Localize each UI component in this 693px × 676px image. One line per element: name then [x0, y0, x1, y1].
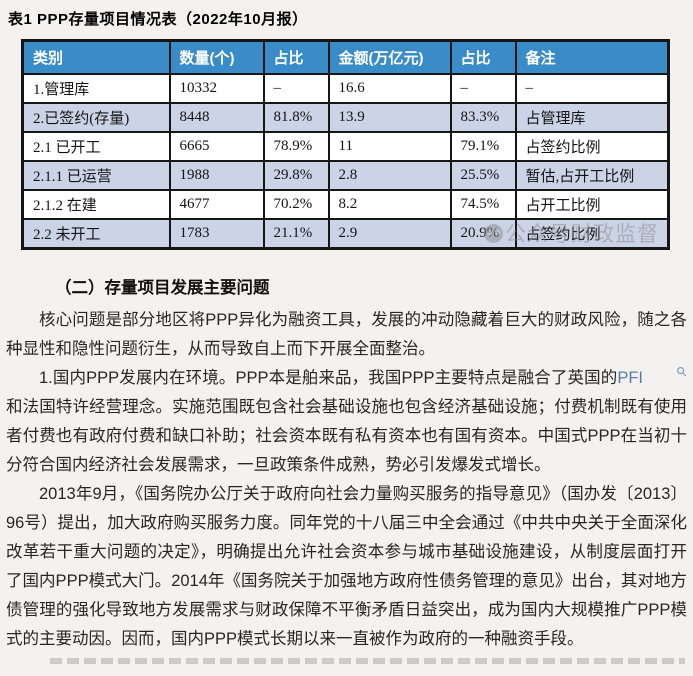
table-cell: 11: [327, 131, 452, 162]
table-cell: 8.2: [327, 189, 452, 220]
paragraph-text-after-link: 和法国特许经营理念。实施范围既包含社会基础设施也包含经济基础设施；付费机制既有使…: [6, 398, 687, 474]
table-cell: 占管理库: [514, 102, 670, 133]
table-cell: 21.1%: [262, 218, 330, 250]
table-cell: 13.9: [327, 102, 452, 133]
table-cell: –: [262, 73, 330, 104]
table-cell: 2.1.1 已运营: [21, 160, 171, 191]
table-cell: 70.2%: [262, 189, 330, 220]
table-cell: 74.5%: [449, 189, 517, 220]
table-cell: 4677: [168, 189, 265, 220]
table-cell: 1783: [168, 218, 265, 250]
table-cell: 20.9%: [449, 218, 517, 250]
column-header: 占比: [262, 39, 330, 75]
table-cell: 16.6: [327, 73, 452, 104]
column-header: 数量(个): [168, 39, 265, 75]
search-icon[interactable]: [643, 366, 687, 377]
ppp-status-table: 类别 数量(个) 占比 金额(万亿元) 占比 备注 1.管理库 10332–16.6– –2.…: [21, 39, 670, 250]
article-body: 核心问题是部分地区将PPP异化为融资工具，发展的冲动隐藏着巨大的财政风险，随之各…: [6, 306, 687, 664]
table-row: 1.管理库 10332–16.6– –: [21, 73, 670, 104]
pfi-link[interactable]: PFI: [617, 369, 643, 387]
table-cell: 占开工比例: [514, 189, 670, 220]
table-cell: 占签约比例: [514, 131, 670, 162]
table-cell: 1988: [168, 160, 265, 191]
table-cell: 2.8: [327, 160, 452, 191]
table-cell: –: [514, 73, 670, 104]
table-cell: 2.1.2 在建: [21, 189, 171, 220]
table-header-row: 类别 数量(个) 占比 金额(万亿元) 占比 备注: [21, 39, 670, 75]
table-row: 2.1.1 已运营 1988 29.8% 2.8 25.5% 暂估,占开工比例: [21, 160, 670, 191]
section-heading: （二）存量项目发展主要问题: [55, 279, 270, 297]
paragraph-policy-history: 2013年9月，《国务院办公厅关于政府向社会力量购买服务的指导意见》（国办发〔2…: [6, 485, 687, 648]
table-cell: 25.5%: [449, 160, 517, 191]
column-header: 备注: [514, 39, 670, 75]
table-cell: 29.8%: [262, 160, 330, 191]
table-wrap: 类别 数量(个) 占比 金额(万亿元) 占比 备注 1.管理库 10332–16.6– –2.…: [21, 39, 670, 250]
column-header: 金额(万亿元): [327, 39, 452, 75]
table-cell: 79.1%: [449, 131, 517, 162]
table-cell: 6665: [168, 131, 265, 162]
table-cell: 占签约比例: [514, 218, 670, 250]
table-cell: 2.2 未开工: [21, 218, 171, 250]
paragraph-domestic-environment: 1.国内PPP发展内在环境。PPP本是舶来品，我国PPP主要特点是融合了英国的P…: [6, 364, 687, 480]
table-cell: 2.1 已开工: [21, 131, 171, 162]
table-row: 2.1.2 在建 4677 70.2% 8.2 74.5% 占开工比例: [21, 189, 670, 220]
cutoff-text-line: [50, 658, 685, 664]
table-row: 2.1 已开工 6665 78.9% 11 79.1% 占签约比例: [21, 131, 670, 162]
table-cell: 2.9: [327, 218, 452, 250]
table-title: 表1 PPP存量项目情况表（2022年10月报）: [8, 11, 308, 28]
table-cell: 81.8%: [262, 102, 330, 133]
paragraph-core-problem: 核心问题是部分地区将PPP异化为融资工具，发展的冲动隐藏着巨大的财政风险，随之各…: [6, 311, 687, 358]
table-cell: 78.9%: [262, 131, 330, 162]
table-cell: 暂估,占开工比例: [514, 160, 670, 191]
table-cell: 2.已签约(存量): [21, 102, 171, 133]
paragraph-text-before-link: 1.国内PPP发展内在环境。PPP本是舶来品，我国PPP主要特点是融合了英国的: [39, 369, 618, 387]
table-row: 2.已签约(存量) 8448 81.8% 13.9 83.3% 占管理库: [21, 102, 670, 133]
table-cell: 10332: [168, 73, 265, 104]
table-cell: 8448: [168, 102, 265, 133]
table-cell: 1.管理库: [21, 73, 171, 104]
column-header: 占比: [449, 39, 517, 75]
table-cell: –: [449, 73, 517, 104]
column-header: 类别: [21, 39, 171, 75]
table-row: 2.2 未开工 1783 21.1% 2.9 20.9% 占签约比例: [21, 218, 670, 250]
table-cell: 83.3%: [449, 102, 517, 133]
